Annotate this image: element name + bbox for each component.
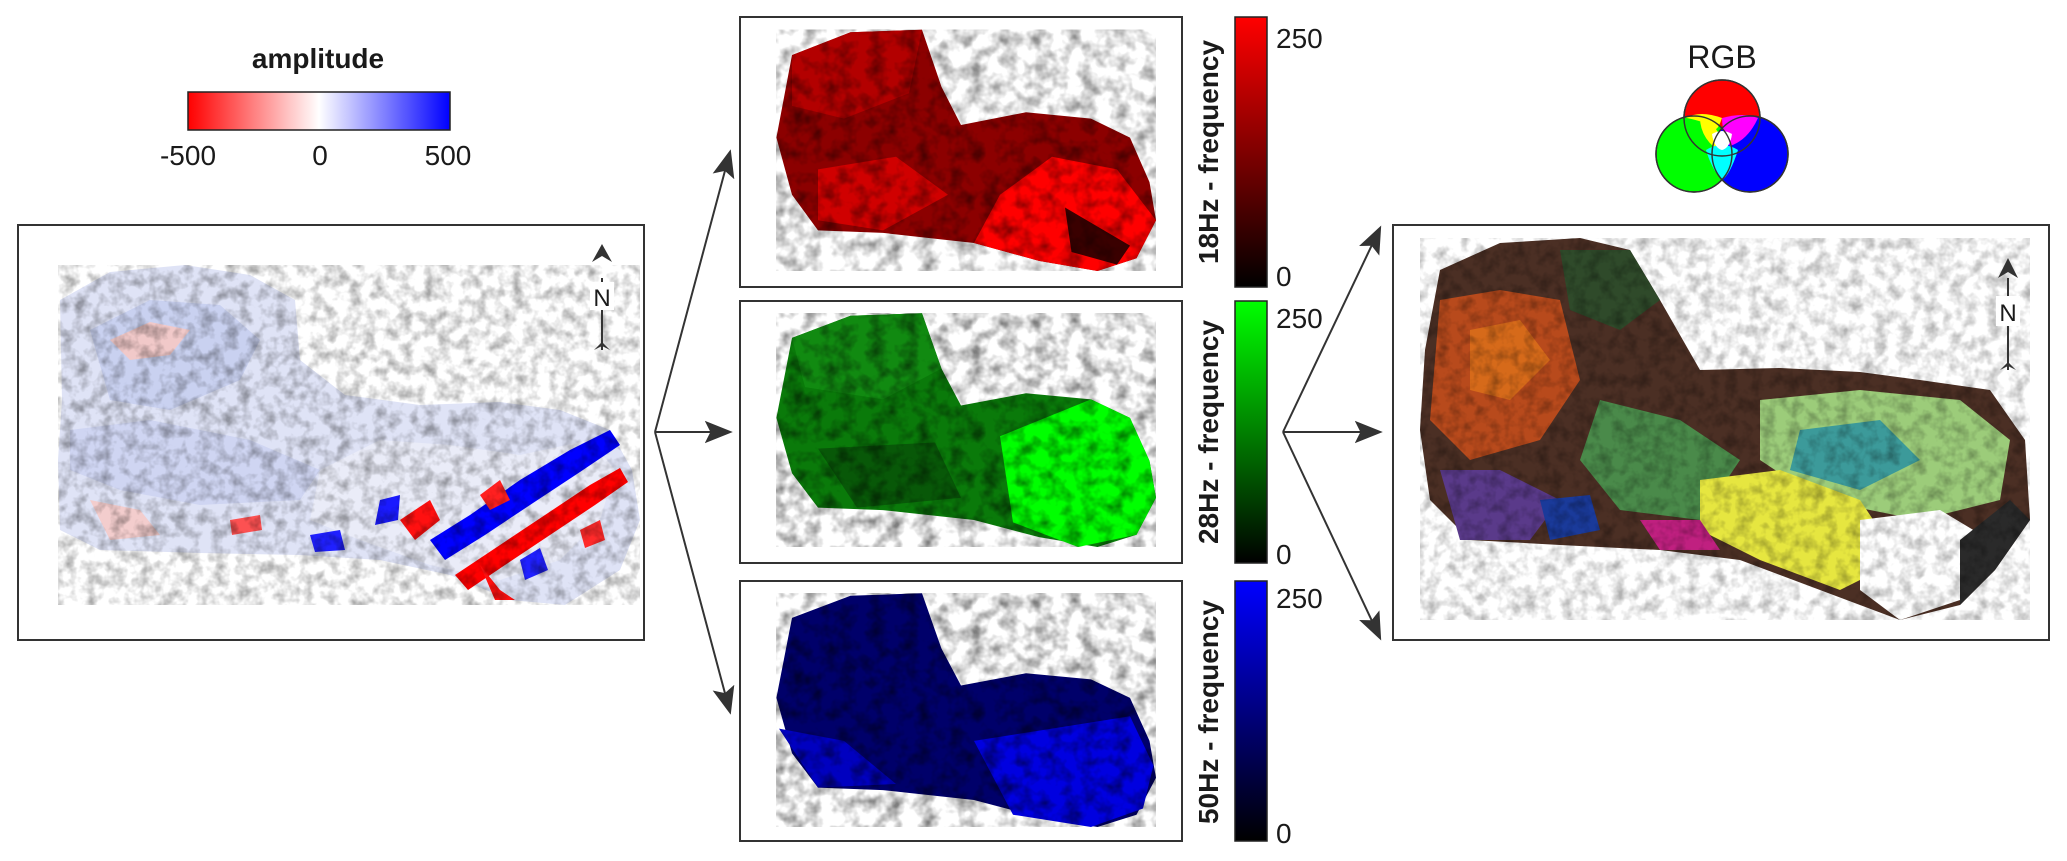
amplitude-tick-mid: 0 [312,140,328,171]
frequency-map-18hz [776,29,1156,272]
split-arrows [654,149,735,715]
label-50hz: 50Hz - frequency [1193,600,1224,824]
colorbar-28hz: 250 0 28Hz - frequency [1193,300,1323,570]
rgb-blend-map [1420,238,2030,620]
amplitude-colorbar [187,91,451,131]
amplitude-map-image [58,265,640,605]
colorbar-18hz-min: 0 [1276,261,1292,292]
north-label-left: N [593,285,610,312]
frequency-map-28hz [776,313,1156,547]
colorbar-18hz-max: 250 [1276,23,1323,54]
frequency-panel-28hz [739,300,1183,564]
amplitude-map-panel: N [17,224,645,641]
colorbar-50hz-max: 250 [1276,583,1323,614]
frequency-map-50hz [776,593,1156,827]
north-arrow-right: N [1996,258,2020,370]
amplitude-tick-min: -500 [160,140,216,171]
rgb-blend-panel: N [1392,224,2050,641]
amplitude-tick-max: 500 [425,140,472,171]
north-label-right: N [1999,300,2016,327]
colorbar-50hz: 250 0 50Hz - frequency [1193,580,1323,849]
merge-arrows [1282,225,1383,641]
colorbar-18hz: 250 0 18Hz - frequency [1193,16,1323,292]
colorbar-50hz-min: 0 [1276,818,1292,849]
rgb-legend: RGB [1655,39,1789,193]
colorbar-28hz-min: 0 [1276,539,1292,570]
amplitude-legend-title: amplitude [252,43,384,74]
amplitude-legend: amplitude -500 0 500 [160,43,471,171]
frequency-panel-18hz [739,16,1183,288]
frequency-panel-50hz [739,580,1183,842]
north-arrow-left: N [590,244,614,350]
rgb-legend-title: RGB [1687,39,1756,75]
label-18hz: 18Hz - frequency [1193,40,1224,264]
colorbar-28hz-max: 250 [1276,303,1323,334]
label-28hz: 28Hz - frequency [1193,320,1224,544]
